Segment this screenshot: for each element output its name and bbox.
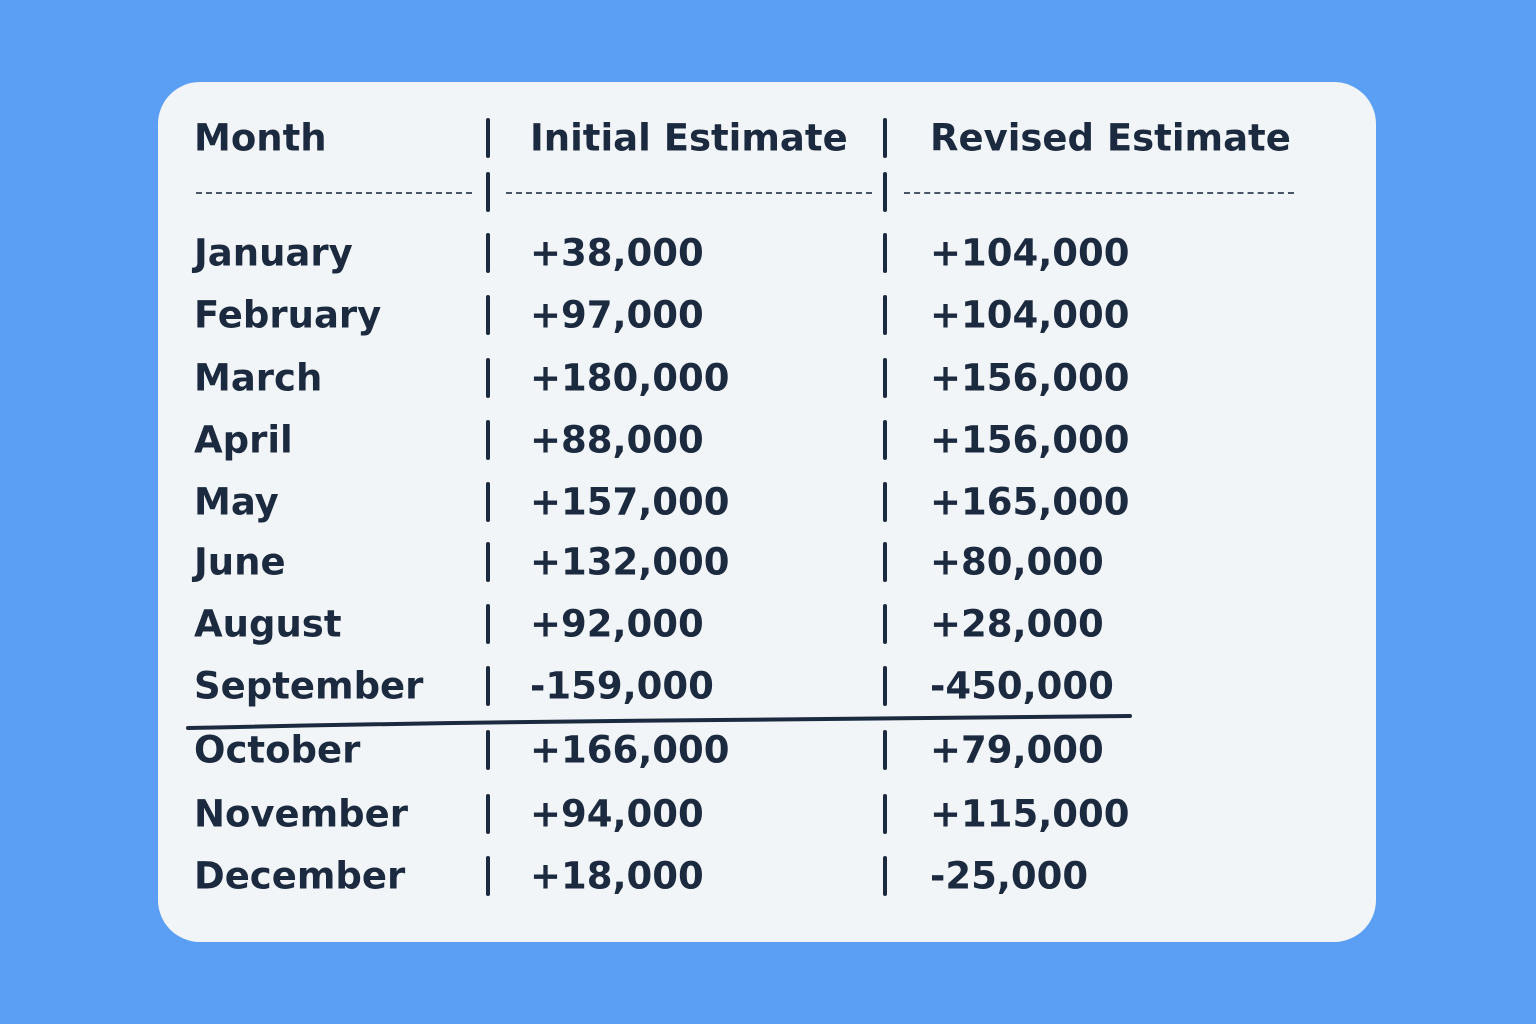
column-separator <box>486 666 490 706</box>
dashed-rule <box>506 192 872 194</box>
value-cell: +92,000 <box>530 602 704 646</box>
dashed-rule <box>904 192 1294 194</box>
value-cell: +165,000 <box>930 480 1130 524</box>
header-cell: Initial Estimate <box>530 116 848 160</box>
month-cell: June <box>194 540 286 584</box>
value-cell: +156,000 <box>930 356 1130 400</box>
value-cell: -159,000 <box>530 664 714 708</box>
table-card: Month Initial Estimate Revised Estimate Jan… <box>158 82 1376 942</box>
value-cell: +18,000 <box>530 854 704 898</box>
column-separator <box>486 118 490 158</box>
column-separator <box>883 794 887 834</box>
value-cell: +180,000 <box>530 356 730 400</box>
value-cell: +97,000 <box>530 293 704 337</box>
header-cell: Revised Estimate <box>930 116 1291 160</box>
value-cell: +79,000 <box>930 728 1104 772</box>
month-cell: January <box>194 231 353 275</box>
column-separator <box>486 295 490 335</box>
column-separator <box>486 794 490 834</box>
column-separator <box>486 172 490 212</box>
month-cell: October <box>194 728 361 772</box>
month-cell: March <box>194 356 323 400</box>
value-cell: +38,000 <box>530 231 704 275</box>
month-cell: December <box>194 854 406 898</box>
value-cell: +157,000 <box>530 480 730 524</box>
column-separator <box>883 172 887 212</box>
value-cell: +104,000 <box>930 293 1130 337</box>
column-separator <box>883 295 887 335</box>
column-separator <box>883 358 887 398</box>
header-cell: Month <box>194 116 327 160</box>
value-cell: +88,000 <box>530 418 704 462</box>
column-separator <box>883 482 887 522</box>
month-cell: September <box>194 664 424 708</box>
month-cell: April <box>194 418 293 462</box>
column-separator <box>486 542 490 582</box>
column-separator <box>486 730 490 770</box>
column-separator <box>486 604 490 644</box>
dashed-rule <box>196 192 472 194</box>
value-cell: +132,000 <box>530 540 730 584</box>
column-separator <box>486 233 490 273</box>
month-cell: February <box>194 293 382 337</box>
column-separator <box>883 856 887 896</box>
value-cell: +115,000 <box>930 792 1130 836</box>
value-cell: +156,000 <box>930 418 1130 462</box>
column-separator <box>883 542 887 582</box>
column-separator <box>486 856 490 896</box>
column-separator <box>883 666 887 706</box>
column-separator <box>883 604 887 644</box>
column-separator <box>883 233 887 273</box>
column-separator <box>883 420 887 460</box>
hand-drawn-underline <box>186 714 1132 730</box>
value-cell: +104,000 <box>930 231 1130 275</box>
column-separator <box>883 730 887 770</box>
column-separator <box>883 118 887 158</box>
value-cell: +80,000 <box>930 540 1104 584</box>
column-separator <box>486 482 490 522</box>
value-cell: +166,000 <box>530 728 730 772</box>
column-separator <box>486 420 490 460</box>
column-separator <box>486 358 490 398</box>
value-cell: -450,000 <box>930 664 1114 708</box>
month-cell: November <box>194 792 408 836</box>
value-cell: +28,000 <box>930 602 1104 646</box>
underline-layer <box>186 714 1132 730</box>
value-cell: -25,000 <box>930 854 1089 898</box>
month-cell: August <box>194 602 342 646</box>
value-cell: +94,000 <box>530 792 704 836</box>
month-cell: May <box>194 480 279 524</box>
